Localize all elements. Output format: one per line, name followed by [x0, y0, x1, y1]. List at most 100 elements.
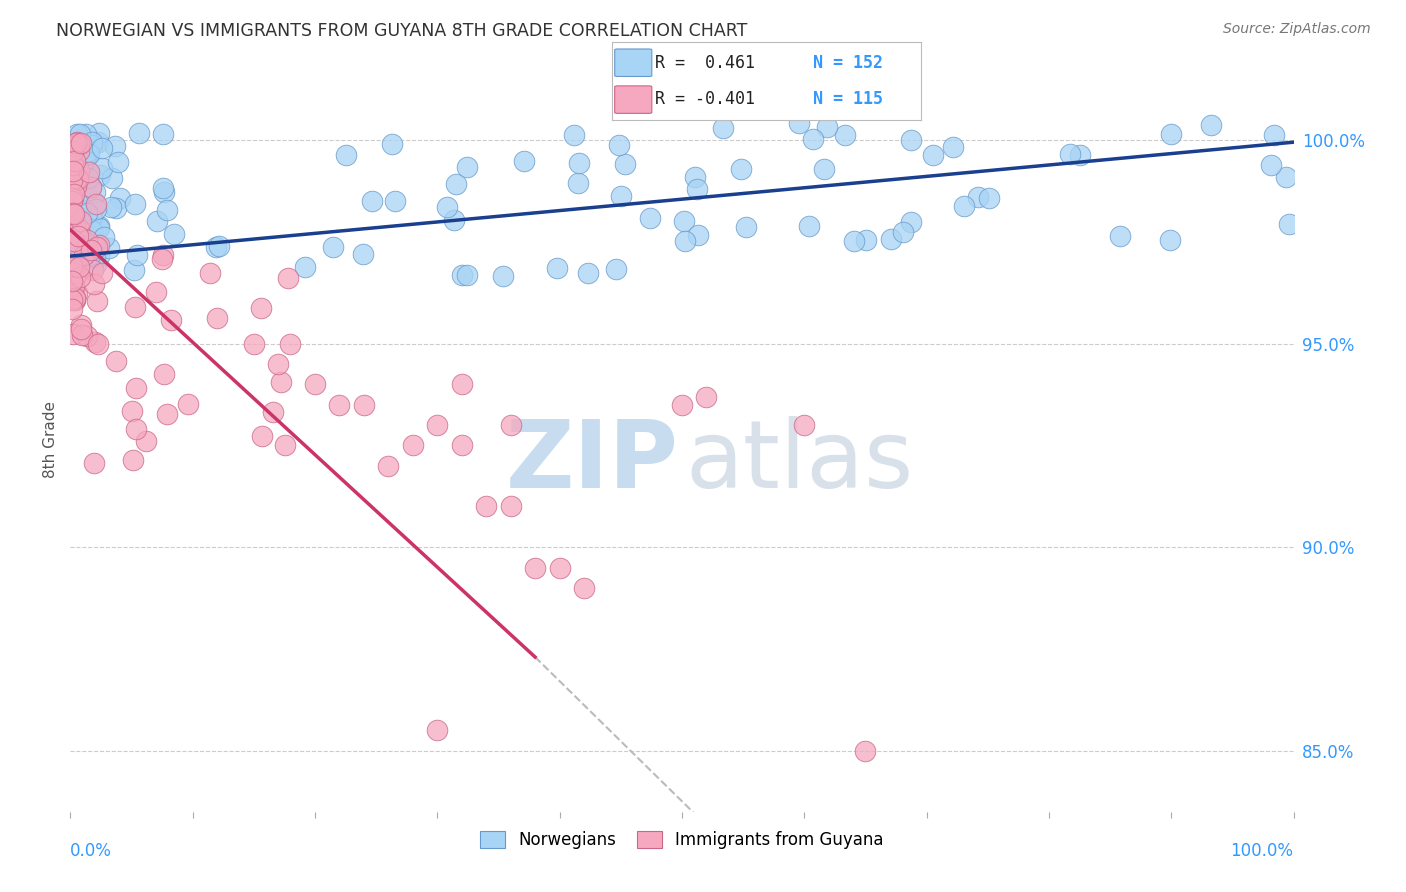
Point	[90, 141, 112, 155]
Point	[79, 179, 101, 194]
Point	[456, 268, 478, 283]
Point	[73, 221, 96, 235]
Point	[84, 257, 107, 271]
Point	[70, 191, 93, 205]
Point	[1278, 217, 1301, 231]
Point	[163, 227, 186, 242]
Point	[60, 259, 83, 273]
Point	[125, 248, 148, 262]
Point	[72, 183, 94, 197]
Point	[671, 398, 693, 412]
Point	[80, 245, 103, 260]
Point	[69, 136, 91, 151]
Point	[152, 181, 174, 195]
Point	[66, 168, 89, 182]
Point	[101, 171, 124, 186]
Point	[65, 186, 87, 201]
Point	[62, 162, 84, 177]
Point	[80, 135, 103, 149]
Point	[67, 223, 90, 237]
Point	[63, 165, 86, 179]
Point	[60, 266, 83, 280]
Point	[65, 172, 87, 186]
Point	[63, 153, 86, 168]
Point	[84, 185, 107, 199]
Text: atlas: atlas	[686, 416, 914, 508]
Point	[67, 171, 90, 186]
Point	[270, 375, 292, 389]
Point	[125, 380, 148, 394]
Point	[66, 128, 89, 142]
Point	[456, 160, 478, 174]
Point	[77, 210, 100, 224]
Point	[97, 241, 120, 255]
Point	[87, 221, 110, 235]
Point	[75, 187, 97, 202]
Point	[145, 285, 167, 300]
Point	[352, 247, 374, 261]
Point	[942, 140, 965, 154]
Point	[65, 293, 87, 308]
Point	[63, 243, 86, 257]
Legend: Norwegians, Immigrants from Guyana: Norwegians, Immigrants from Guyana	[474, 824, 890, 855]
Point	[1260, 158, 1282, 172]
Point	[62, 327, 84, 342]
Point	[922, 148, 945, 162]
Point	[638, 211, 661, 226]
Point	[683, 170, 706, 185]
Text: N = 115: N = 115	[813, 90, 883, 108]
Point	[76, 216, 98, 230]
Point	[1199, 118, 1222, 132]
Point	[1263, 128, 1285, 143]
Text: R =  0.461: R = 0.461	[655, 54, 755, 72]
Point	[87, 219, 110, 233]
Point	[72, 217, 94, 231]
Point	[135, 434, 157, 449]
Point	[107, 155, 129, 169]
Point	[67, 172, 90, 186]
Point	[70, 136, 93, 150]
Text: Source: ZipAtlas.com: Source: ZipAtlas.com	[1223, 22, 1371, 37]
Point	[79, 222, 101, 236]
Point	[711, 121, 734, 136]
Point	[60, 158, 83, 172]
Point	[60, 159, 83, 173]
Point	[524, 560, 547, 574]
Point	[121, 453, 143, 467]
Point	[100, 200, 122, 214]
Point	[89, 238, 111, 252]
Point	[66, 135, 89, 149]
Text: 100.0%: 100.0%	[1230, 841, 1294, 860]
Point	[63, 237, 86, 252]
Point	[60, 191, 83, 205]
Point	[735, 219, 758, 234]
Point	[900, 215, 922, 229]
Point	[67, 221, 90, 235]
Point	[377, 458, 399, 473]
Point	[73, 227, 96, 242]
Point	[83, 277, 105, 292]
Point	[72, 328, 94, 343]
Point	[66, 145, 89, 160]
Point	[156, 407, 179, 421]
Point	[200, 267, 222, 281]
Point	[381, 137, 404, 152]
Point	[63, 279, 86, 293]
Point	[572, 581, 595, 595]
Point	[122, 263, 145, 277]
Point	[834, 128, 856, 143]
Point	[695, 390, 717, 404]
Point	[83, 251, 105, 265]
Point	[86, 219, 108, 234]
Point	[70, 181, 93, 195]
Point	[77, 147, 100, 161]
Point	[63, 260, 86, 275]
Point	[69, 146, 91, 161]
Point	[243, 336, 266, 351]
Point	[87, 126, 110, 140]
Point	[205, 310, 228, 325]
Point	[91, 161, 114, 175]
Point	[70, 208, 93, 222]
Point	[70, 213, 93, 227]
Point	[84, 197, 107, 211]
